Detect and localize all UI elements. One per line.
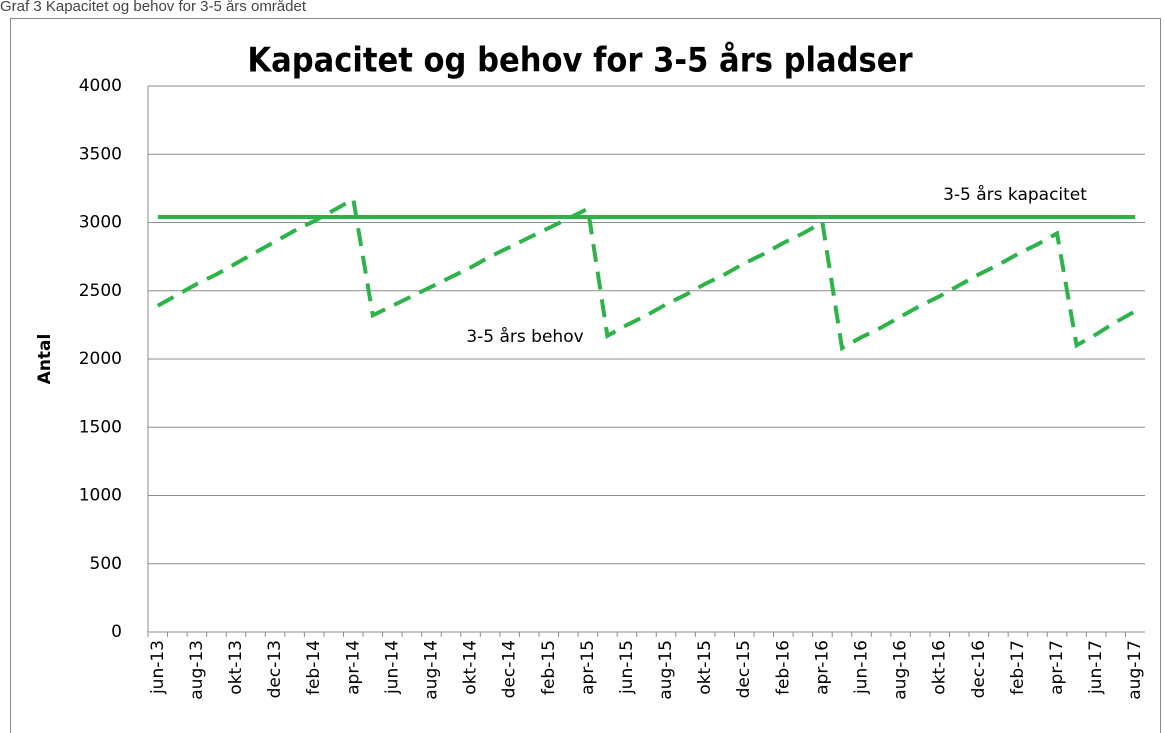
x-tick-label: jun-14 xyxy=(382,640,402,695)
x-tick-label: aug-17 xyxy=(1125,640,1145,700)
y-tick-label: 3000 xyxy=(79,213,122,233)
y-tick-label: 4000 xyxy=(79,76,122,96)
x-tick-label: okt-13 xyxy=(226,640,246,695)
y-tick-label: 2000 xyxy=(79,349,122,369)
x-tick-label: okt-14 xyxy=(461,640,481,695)
series-line xyxy=(156,196,1137,352)
x-tick-label: jun-17 xyxy=(1086,640,1106,695)
y-tick-label: 1000 xyxy=(79,486,122,506)
caption: Graf 3 Kapacitet og behov for 3-5 års om… xyxy=(0,0,307,15)
x-tick-label: apr-16 xyxy=(812,640,832,695)
x-tick-label: feb-15 xyxy=(539,640,559,695)
chart-title: Kapacitet og behov for 3-5 års pladser xyxy=(247,41,913,81)
x-tick-label: dec-13 xyxy=(265,640,285,698)
x-tick-label: dec-14 xyxy=(500,640,520,698)
x-tick-label: feb-16 xyxy=(773,640,793,695)
x-tick-label: jun-16 xyxy=(852,640,872,695)
x-tick-label: okt-15 xyxy=(695,640,715,695)
x-tick-label: feb-17 xyxy=(1008,640,1028,695)
x-tick-label: aug-15 xyxy=(656,640,676,700)
y-tick-label: 500 xyxy=(90,554,122,574)
x-tick-label: apr-15 xyxy=(578,640,598,695)
x-tick-label: apr-17 xyxy=(1047,640,1067,695)
y-tick-label: 1500 xyxy=(79,417,122,437)
x-tick-label: jun-15 xyxy=(617,640,637,695)
x-tick-label: dec-16 xyxy=(969,640,989,698)
y-tick-label: 2500 xyxy=(79,281,122,301)
x-tick-label: dec-15 xyxy=(734,640,754,698)
series-annotation: 3-5 års kapacitet xyxy=(943,184,1087,205)
x-tick-label: apr-14 xyxy=(343,640,363,695)
x-tick-label: jun-13 xyxy=(148,640,168,695)
y-tick-label: 0 xyxy=(111,622,122,642)
x-tick-label: aug-16 xyxy=(891,640,911,700)
x-tick-label: aug-14 xyxy=(421,640,441,700)
y-tick-label: 3500 xyxy=(79,144,122,164)
series-annotation: 3-5 års behov xyxy=(466,326,583,347)
y-axis-label: Antal xyxy=(35,334,55,385)
x-tick-label: okt-16 xyxy=(930,640,950,695)
chart-border xyxy=(10,18,1161,733)
x-tick-label: feb-14 xyxy=(304,640,324,695)
x-tick-label: aug-13 xyxy=(187,640,207,700)
